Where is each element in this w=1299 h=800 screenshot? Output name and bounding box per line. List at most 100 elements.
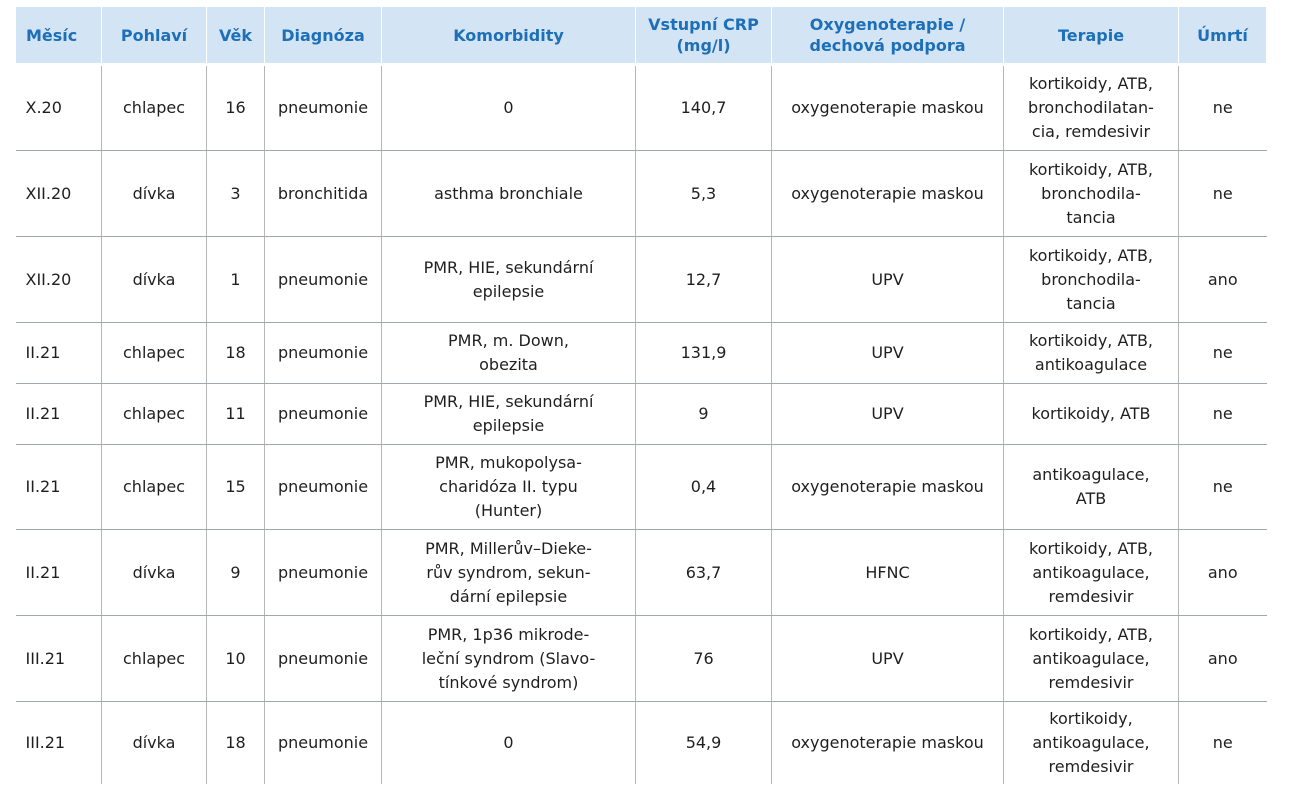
cell-mesic: II.21 <box>15 529 102 616</box>
cell-komorbidity: PMR, 1p36 mikrode- leční syndrom (Slavo-… <box>381 615 636 702</box>
col-header-terapie: Terapie <box>1003 7 1179 66</box>
cell-pohlavi: dívka <box>101 529 207 616</box>
col-header-umrti: Úmrtí <box>1178 7 1267 66</box>
cell-umrti: ano <box>1178 615 1267 702</box>
cell-vek: 18 <box>206 701 265 784</box>
col-header-crp: Vstupní CRP (mg/l) <box>635 7 772 66</box>
cell-crp: 131,9 <box>635 322 772 384</box>
cell-pohlavi: chlapec <box>101 444 207 530</box>
cell-vek: 16 <box>206 64 265 151</box>
table-row: XII.20 dívka 1 pneumonie PMR, HIE, sekundárn… <box>15 236 1267 323</box>
cell-crp: 9 <box>635 383 772 445</box>
cell-pohlavi: chlapec <box>101 64 207 151</box>
cell-terapie: kortikoidy, ATB, antikoagulace <box>1003 322 1179 384</box>
col-header-oxygenoterapie: Oxygenoterapie / dechová podpora <box>771 7 1004 66</box>
patient-table: Měsíc Pohlaví Věk Diagnóza Komorbidity V… <box>15 7 1267 784</box>
cell-umrti: ne <box>1178 383 1267 445</box>
cell-crp: 76 <box>635 615 772 702</box>
cell-diagnoza: pneumonie <box>264 322 382 384</box>
cell-komorbidity: PMR, HIE, sekundární epilepsie <box>381 383 636 445</box>
cell-vek: 3 <box>206 150 265 237</box>
cell-komorbidity: PMR, m. Down, obezita <box>381 322 636 384</box>
table-row: X.20 chlapec 16 pneumonie 0 140,7 oxygenoterap… <box>15 64 1267 151</box>
cell-vek: 15 <box>206 444 265 530</box>
col-header-diagnoza: Diagnóza <box>264 7 382 66</box>
table-row: XII.20 dívka 3 bronchitida asthma bronchiale… <box>15 150 1267 237</box>
table-row: II.21 chlapec 15 pneumonie PMR, mukopolysa- … <box>15 444 1267 530</box>
table-row: III.21 dívka 18 pneumonie 0 54,9 oxygenoterapi… <box>15 701 1267 784</box>
cell-oxygenoterapie: HFNC <box>771 529 1004 616</box>
cell-vek: 18 <box>206 322 265 384</box>
cell-mesic: II.21 <box>15 383 102 445</box>
table-header-row: Měsíc Pohlaví Věk Diagnóza Komorbidity V… <box>15 7 1267 66</box>
cell-mesic: XII.20 <box>15 150 102 237</box>
cell-diagnoza: pneumonie <box>264 383 382 445</box>
cell-umrti: ne <box>1178 64 1267 151</box>
table-row: III.21 chlapec 10 pneumonie PMR, 1p36 mikrod… <box>15 615 1267 702</box>
cell-mesic: X.20 <box>15 64 102 151</box>
cell-mesic: XII.20 <box>15 236 102 323</box>
cell-terapie: kortikoidy, ATB, bronchodila- tancia <box>1003 150 1179 237</box>
cell-vek: 11 <box>206 383 265 445</box>
cell-umrti: ne <box>1178 322 1267 384</box>
cell-crp: 12,7 <box>635 236 772 323</box>
cell-mesic: III.21 <box>15 615 102 702</box>
cell-pohlavi: chlapec <box>101 383 207 445</box>
cell-mesic: III.21 <box>15 701 102 784</box>
cell-oxygenoterapie: oxygenoterapie maskou <box>771 64 1004 151</box>
cell-oxygenoterapie: oxygenoterapie maskou <box>771 701 1004 784</box>
cell-umrti: ne <box>1178 444 1267 530</box>
cell-crp: 54,9 <box>635 701 772 784</box>
cell-diagnoza: pneumonie <box>264 236 382 323</box>
cell-diagnoza: pneumonie <box>264 615 382 702</box>
cell-terapie: kortikoidy, ATB, antikoagulace, remdesiv… <box>1003 615 1179 702</box>
cell-terapie: kortikoidy, antikoagulace, remdesivir <box>1003 701 1179 784</box>
cell-komorbidity: 0 <box>381 64 636 151</box>
cell-pohlavi: dívka <box>101 701 207 784</box>
cell-umrti: ne <box>1178 150 1267 237</box>
cell-pohlavi: chlapec <box>101 322 207 384</box>
cell-pohlavi: chlapec <box>101 615 207 702</box>
cell-komorbidity: PMR, mukopolysa- charidóza II. typu (Hun… <box>381 444 636 530</box>
cell-oxygenoterapie: UPV <box>771 322 1004 384</box>
cell-diagnoza: pneumonie <box>264 444 382 530</box>
cell-mesic: II.21 <box>15 322 102 384</box>
cell-oxygenoterapie: oxygenoterapie maskou <box>771 444 1004 530</box>
cell-komorbidity: 0 <box>381 701 636 784</box>
cell-komorbidity: asthma bronchiale <box>381 150 636 237</box>
cell-terapie: kortikoidy, ATB, bronchodila- tancia <box>1003 236 1179 323</box>
cell-umrti: ano <box>1178 236 1267 323</box>
cell-diagnoza: pneumonie <box>264 64 382 151</box>
cell-diagnoza: pneumonie <box>264 529 382 616</box>
cell-oxygenoterapie: UPV <box>771 615 1004 702</box>
cell-diagnoza: pneumonie <box>264 701 382 784</box>
table-row: II.21 chlapec 11 pneumonie PMR, HIE, sekundá… <box>15 383 1267 445</box>
cell-terapie: antikoagulace, ATB <box>1003 444 1179 530</box>
cell-umrti: ano <box>1178 529 1267 616</box>
cell-crp: 0,4 <box>635 444 772 530</box>
cell-vek: 1 <box>206 236 265 323</box>
cell-crp: 5,3 <box>635 150 772 237</box>
cell-crp: 63,7 <box>635 529 772 616</box>
col-header-komorbidity: Komorbidity <box>381 7 636 66</box>
cell-vek: 10 <box>206 615 265 702</box>
col-header-mesic: Měsíc <box>15 7 102 66</box>
cell-komorbidity: PMR, HIE, sekundární epilepsie <box>381 236 636 323</box>
cell-pohlavi: dívka <box>101 150 207 237</box>
cell-mesic: II.21 <box>15 444 102 530</box>
cell-umrti: ne <box>1178 701 1267 784</box>
col-header-pohlavi: Pohlaví <box>101 7 207 66</box>
table-row: II.21 dívka 9 pneumonie PMR, Millerův–Dieke-… <box>15 529 1267 616</box>
cell-oxygenoterapie: UPV <box>771 383 1004 445</box>
table-row: II.21 chlapec 18 pneumonie PMR, m. Down, obe… <box>15 322 1267 384</box>
cell-crp: 140,7 <box>635 64 772 151</box>
cell-terapie: kortikoidy, ATB, bronchodilatan- cia, re… <box>1003 64 1179 151</box>
cell-oxygenoterapie: UPV <box>771 236 1004 323</box>
cell-diagnoza: bronchitida <box>264 150 382 237</box>
cell-terapie: kortikoidy, ATB <box>1003 383 1179 445</box>
cell-terapie: kortikoidy, ATB, antikoagulace, remdesiv… <box>1003 529 1179 616</box>
cell-pohlavi: dívka <box>101 236 207 323</box>
cell-oxygenoterapie: oxygenoterapie maskou <box>771 150 1004 237</box>
cell-komorbidity: PMR, Millerův–Dieke- rův syndrom, sekun-… <box>381 529 636 616</box>
cell-vek: 9 <box>206 529 265 616</box>
